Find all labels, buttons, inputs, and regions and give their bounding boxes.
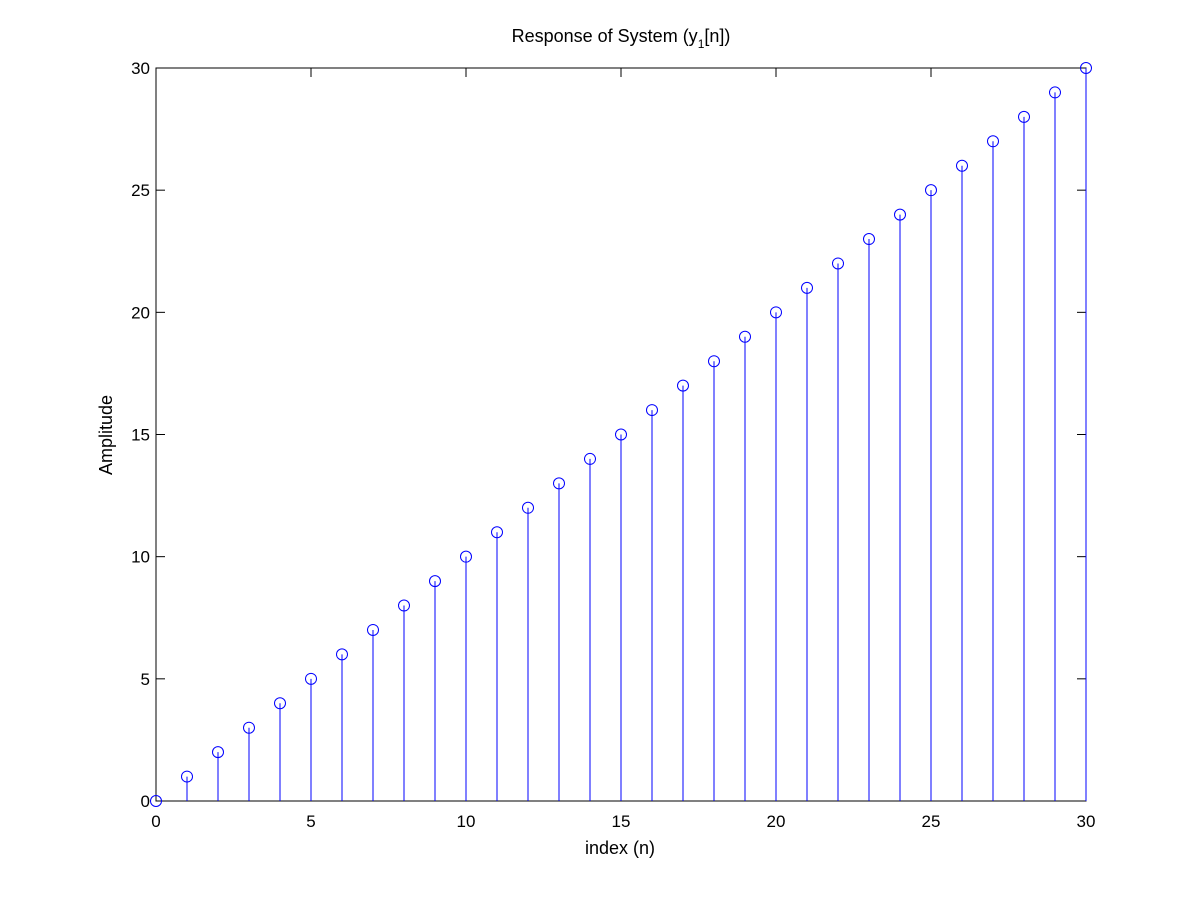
x-tick-label: 30 <box>1077 812 1096 831</box>
stem-marker <box>956 159 968 172</box>
y-tick-label: 5 <box>141 670 150 689</box>
stem-marker <box>708 355 720 368</box>
stem-marker <box>677 379 689 392</box>
stem-marker <box>894 208 906 221</box>
x-axis-label: index (n) <box>585 838 655 858</box>
stem-marker <box>491 526 503 539</box>
axis-ticks: 0 5 10 15 20 25 30 0 5 10 15 20 25 30 <box>131 59 1095 831</box>
stem-series <box>150 62 1092 807</box>
y-tick-label: 0 <box>141 792 150 811</box>
chart-title: Response of System (y1[n]) <box>512 26 731 51</box>
stem-marker <box>987 135 999 148</box>
y-tick-label: 10 <box>131 548 150 567</box>
x-tick-label: 25 <box>922 812 941 831</box>
stem-marker <box>553 477 565 490</box>
x-tick-label: 0 <box>151 812 160 831</box>
stem-marker <box>150 795 162 807</box>
stem-marker <box>584 452 596 465</box>
stem-marker <box>739 330 751 343</box>
stem-marker <box>429 575 441 588</box>
x-tick-label: 20 <box>767 812 786 831</box>
stem-marker <box>398 599 410 612</box>
stem-marker <box>305 672 317 685</box>
stem-marker <box>212 746 224 759</box>
stem-marker <box>863 233 875 246</box>
stem-marker <box>801 281 813 294</box>
x-tick-label: 15 <box>612 812 631 831</box>
stem-marker <box>1080 62 1092 74</box>
stem-marker <box>181 770 193 783</box>
x-tick-label: 10 <box>457 812 476 831</box>
chart-title-suffix: [n]) <box>704 26 730 46</box>
y-tick-label: 25 <box>131 181 150 200</box>
stem-marker <box>367 623 379 636</box>
y-axis-label: Amplitude <box>96 395 116 475</box>
stem-marker <box>615 428 627 441</box>
stem-marker <box>1018 110 1030 123</box>
stem-marker <box>646 404 658 417</box>
stem-marker <box>460 550 472 563</box>
stem-marker <box>1049 86 1061 99</box>
chart-title-subscript: 1 <box>698 37 705 51</box>
stem-marker <box>243 721 255 734</box>
y-tick-label: 30 <box>131 59 150 78</box>
stem-marker <box>832 257 844 270</box>
x-tick-label: 5 <box>306 812 315 831</box>
stem-marker <box>274 697 286 710</box>
stem-marker <box>522 501 534 514</box>
y-tick-label: 20 <box>131 303 150 322</box>
stem-marker <box>925 184 937 197</box>
stem-marker <box>336 648 348 661</box>
stem-marker <box>770 306 782 319</box>
y-tick-label: 15 <box>131 426 150 445</box>
